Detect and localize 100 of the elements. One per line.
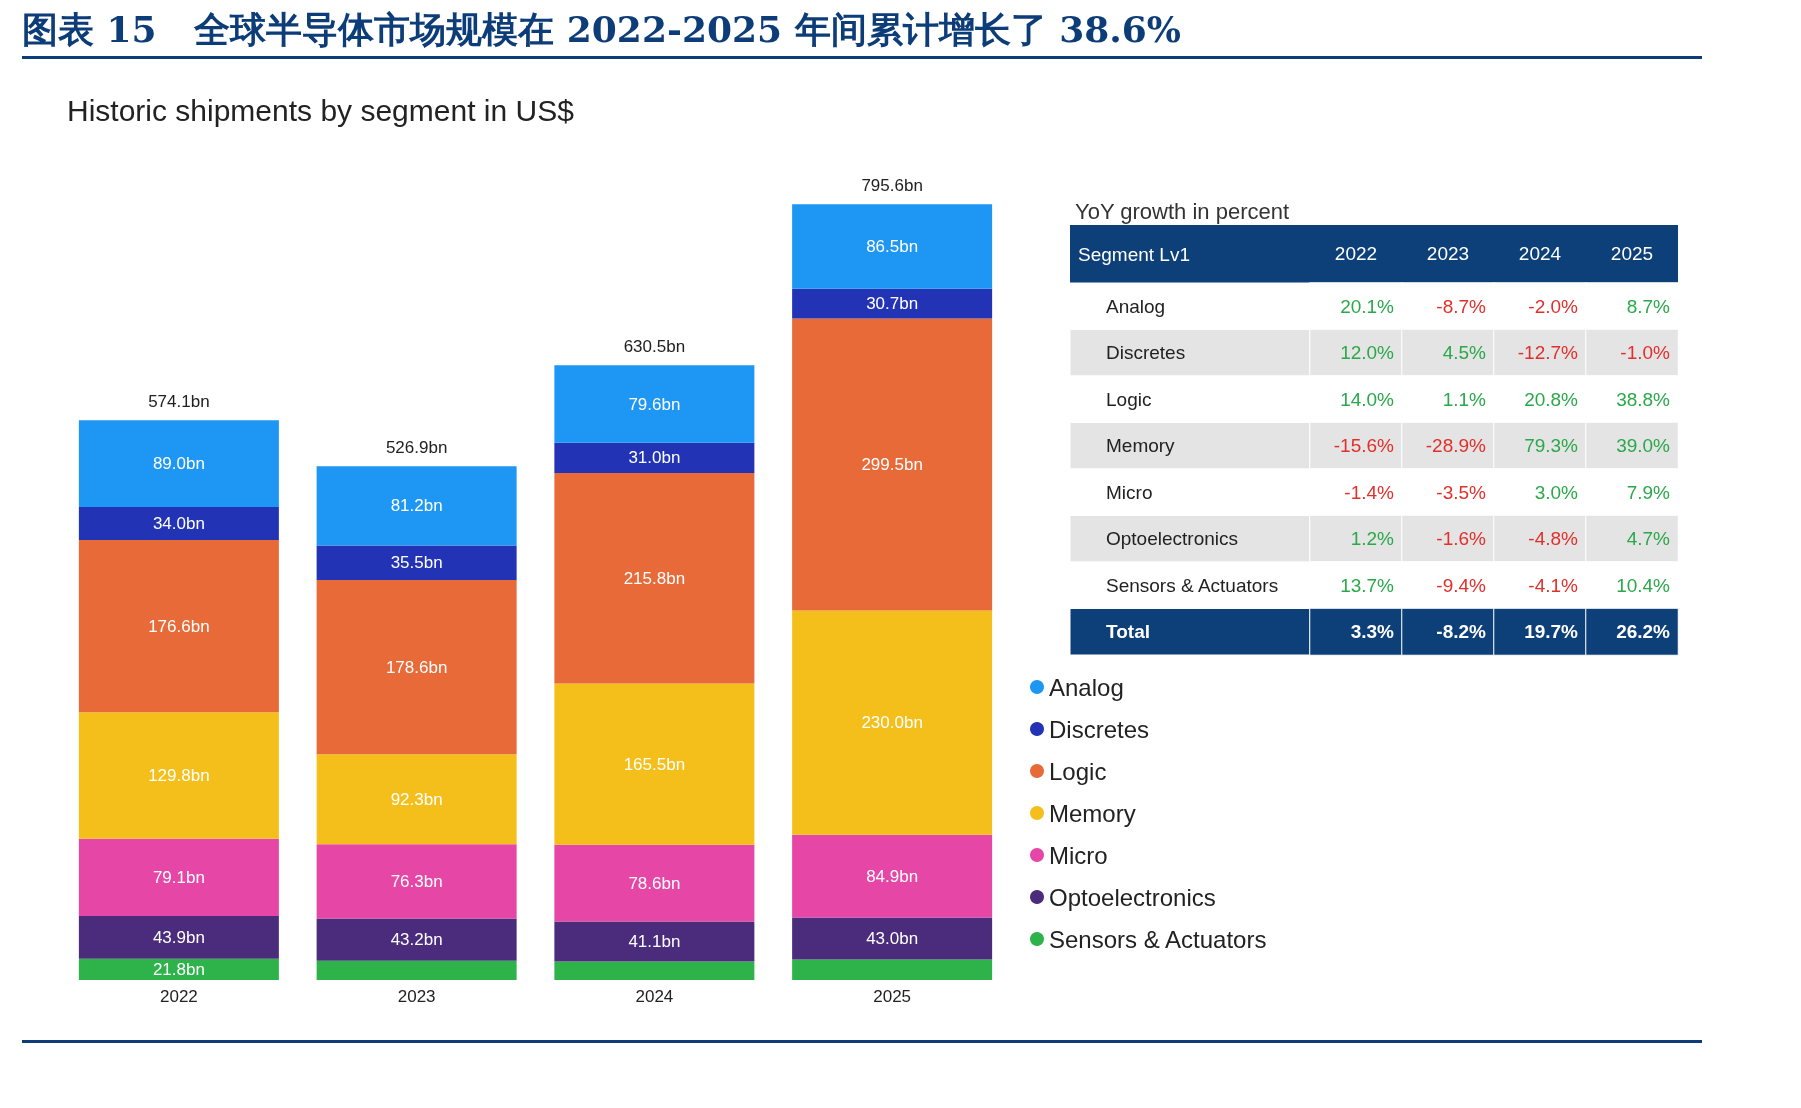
y-tick-label: Sensors & Actuators bbox=[1106, 574, 1279, 596]
data-label: 26.2% bbox=[1616, 621, 1671, 643]
bar bbox=[554, 473, 755, 684]
data-label: 20.8% bbox=[1524, 388, 1579, 410]
bar bbox=[554, 961, 755, 980]
bar bbox=[792, 610, 993, 835]
bar bbox=[316, 580, 517, 755]
data-label: 129.8bn bbox=[148, 766, 210, 786]
data-label: 79.3% bbox=[1524, 435, 1579, 457]
data-label: 1.1% bbox=[1442, 388, 1487, 410]
x-tick-label: 2024 bbox=[1518, 243, 1562, 264]
bar bbox=[78, 958, 279, 980]
bar bbox=[792, 917, 993, 960]
y-tick-label: Discretes bbox=[1106, 342, 1186, 364]
data-label: 30.7bn bbox=[866, 294, 919, 314]
legend-label: Logic bbox=[1049, 757, 1107, 785]
bar bbox=[316, 960, 517, 980]
data-label: 4.5% bbox=[1442, 342, 1487, 364]
bar bbox=[792, 204, 993, 289]
data-label: -1.4% bbox=[1344, 481, 1395, 503]
data-label: 215.8bn bbox=[623, 568, 686, 588]
data-label: 178.6bn bbox=[385, 657, 448, 677]
data-label: 79.6bn bbox=[628, 394, 681, 414]
data-label: -15.6% bbox=[1333, 435, 1395, 457]
bar bbox=[554, 365, 755, 443]
data-label: 84.9bn bbox=[866, 866, 919, 886]
y-tick-label: Micro bbox=[1106, 481, 1153, 503]
data-label: 3.0% bbox=[1534, 481, 1579, 503]
data-label: 165.5bn bbox=[623, 754, 686, 774]
legend-label: Micro bbox=[1049, 841, 1108, 869]
x-tick-label: 2025 bbox=[1610, 243, 1654, 264]
y-axis-title: Segment Lv1 bbox=[1078, 243, 1190, 265]
data-label: 43.2bn bbox=[390, 930, 443, 950]
data-label: 34.0bn bbox=[152, 514, 205, 534]
bar bbox=[78, 712, 279, 839]
data-label: 81.2bn bbox=[390, 496, 443, 516]
data-label: 76.3bn bbox=[390, 871, 443, 891]
data-label: -8.2% bbox=[1436, 621, 1487, 643]
data-label: 38.8% bbox=[1616, 388, 1671, 410]
data-label: -1.6% bbox=[1436, 528, 1487, 550]
data-label: 86.5bn bbox=[866, 236, 919, 256]
data-label: 10.4% bbox=[1616, 574, 1671, 596]
data-label: 35.5bn bbox=[390, 553, 443, 573]
bar bbox=[78, 540, 279, 713]
bar bbox=[316, 545, 517, 581]
bar bbox=[78, 838, 279, 916]
bar bbox=[554, 844, 755, 922]
y-tick-label: Total bbox=[1106, 621, 1150, 643]
data-label: 4.7% bbox=[1626, 528, 1671, 550]
data-label: -4.8% bbox=[1528, 528, 1579, 550]
bar bbox=[78, 915, 279, 959]
data-label: -8.7% bbox=[1436, 295, 1487, 317]
bar bbox=[316, 844, 517, 919]
chart-title: 图表 15 全球半导体市场规模在 2022-2025 年间累计增长了 38.6% bbox=[22, 4, 1702, 59]
total-label: 526.9bn bbox=[385, 438, 448, 458]
bar bbox=[316, 754, 517, 845]
data-label: -4.1% bbox=[1528, 574, 1579, 596]
data-label: 43.0bn bbox=[866, 929, 919, 949]
bar bbox=[554, 442, 755, 474]
bar bbox=[316, 918, 517, 961]
y-tick-label: Optoelectronics bbox=[1106, 528, 1239, 550]
data-label: 230.0bn bbox=[861, 713, 923, 733]
data-label: -2.0% bbox=[1528, 295, 1579, 317]
bar bbox=[792, 959, 993, 980]
x-tick-label: 2022 bbox=[159, 987, 198, 1006]
bar bbox=[792, 318, 993, 611]
data-label: 92.3bn bbox=[390, 789, 443, 809]
data-label: 19.7% bbox=[1524, 621, 1579, 643]
bar bbox=[792, 834, 993, 918]
data-label: 14.0% bbox=[1340, 388, 1395, 410]
data-label: 8.7% bbox=[1626, 295, 1671, 317]
data-label: 78.6bn bbox=[628, 873, 681, 893]
data-label: -1.0% bbox=[1620, 342, 1671, 364]
data-label: 20.1% bbox=[1340, 295, 1395, 317]
x-tick-label: 2023 bbox=[1426, 243, 1470, 264]
data-label: 7.9% bbox=[1626, 481, 1671, 503]
x-tick-label: 2024 bbox=[635, 987, 674, 1006]
data-label: 39.0% bbox=[1616, 435, 1671, 457]
data-label: 21.8bn bbox=[152, 959, 205, 979]
chart-title: YoY growth in percent bbox=[1075, 198, 1290, 224]
bar bbox=[554, 921, 755, 962]
data-label: 79.1bn bbox=[152, 867, 205, 887]
y-tick-label: Memory bbox=[1106, 435, 1176, 457]
data-label: 89.0bn bbox=[152, 454, 205, 474]
legend-label: Analog bbox=[1049, 673, 1124, 701]
total-label: 630.5bn bbox=[623, 337, 686, 357]
bar bbox=[78, 506, 279, 541]
data-label: -28.9% bbox=[1425, 435, 1487, 457]
data-label: -3.5% bbox=[1436, 481, 1487, 503]
data-label: -12.7% bbox=[1517, 342, 1579, 364]
data-label: 299.5bn bbox=[861, 455, 923, 475]
data-label: 1.2% bbox=[1350, 528, 1395, 550]
data-label: 41.1bn bbox=[628, 932, 681, 952]
bar bbox=[792, 288, 993, 319]
bar bbox=[78, 420, 279, 507]
data-label: 31.0bn bbox=[628, 448, 681, 468]
x-tick-label: 2023 bbox=[397, 987, 436, 1006]
total-label: 795.6bn bbox=[861, 176, 923, 196]
data-label: 176.6bn bbox=[148, 616, 210, 636]
chart-subtitle: Historic shipments by segment in US$ bbox=[67, 93, 575, 127]
